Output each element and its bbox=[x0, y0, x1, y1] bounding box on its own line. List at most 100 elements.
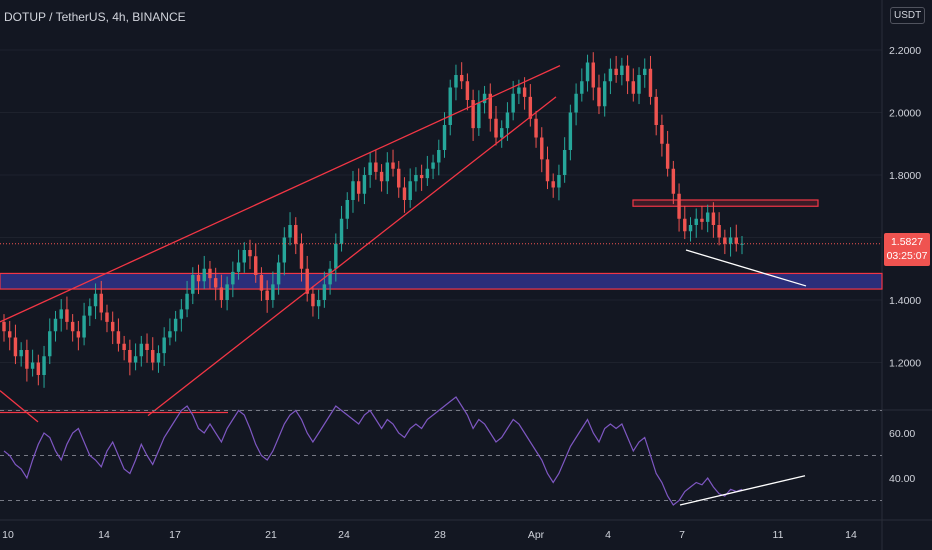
candle-body bbox=[511, 93, 515, 113]
candle-body bbox=[276, 262, 281, 285]
candle-body bbox=[637, 75, 641, 94]
candle-body bbox=[585, 62, 590, 82]
candle-body bbox=[705, 212, 710, 222]
candle-body bbox=[660, 125, 664, 144]
candle-body bbox=[477, 103, 481, 129]
candle-body bbox=[299, 243, 304, 269]
candle-body bbox=[431, 162, 435, 169]
candle-body bbox=[282, 237, 287, 263]
candle-body bbox=[494, 118, 498, 138]
candle-body bbox=[694, 218, 698, 225]
rsi-tick-label: 40.00 bbox=[889, 473, 915, 485]
price-tick-label: 1.2000 bbox=[889, 358, 921, 370]
candle-body bbox=[173, 318, 178, 332]
candle-body bbox=[30, 362, 35, 369]
candle-body bbox=[591, 62, 595, 88]
candle-body bbox=[608, 68, 613, 82]
rsi-tick-label: 60.00 bbox=[889, 428, 915, 440]
candle-body bbox=[254, 256, 258, 275]
candle-body bbox=[196, 275, 201, 282]
candle-body bbox=[213, 278, 218, 288]
candle-body bbox=[145, 343, 149, 350]
candle-body bbox=[48, 331, 52, 357]
candle-body bbox=[414, 175, 418, 182]
candle-body bbox=[580, 81, 584, 94]
candle-body bbox=[116, 331, 121, 344]
candle-body bbox=[734, 237, 738, 244]
time-tick-label: 24 bbox=[338, 529, 350, 541]
candle-body bbox=[288, 225, 292, 238]
candle-body bbox=[568, 112, 573, 150]
candle-body bbox=[93, 293, 98, 307]
candle-body bbox=[356, 181, 361, 194]
time-tick-label: 28 bbox=[434, 529, 446, 541]
candle-body bbox=[311, 293, 315, 307]
currency-label[interactable]: USDT bbox=[890, 7, 926, 24]
axes: 2.20002.00001.80001.60001.40001.200060.0… bbox=[2, 45, 921, 541]
symbol-header: DOTUP / TetherUS, 4h, BINANCE bbox=[4, 10, 186, 24]
candlestick-series bbox=[0, 52, 882, 388]
candle-body bbox=[65, 309, 69, 322]
candle-body bbox=[671, 168, 676, 194]
candle-body bbox=[454, 75, 458, 88]
candle-body bbox=[316, 300, 321, 307]
candle-body bbox=[397, 168, 401, 188]
candle-body bbox=[419, 175, 424, 179]
candle-body bbox=[425, 168, 430, 179]
time-tick-label: 11 bbox=[773, 529, 784, 541]
candle-body bbox=[242, 250, 246, 263]
price-tick-label: 1.4000 bbox=[889, 295, 921, 307]
candle-body bbox=[717, 225, 721, 238]
candle-body bbox=[13, 337, 18, 357]
candle-body bbox=[368, 162, 372, 175]
candle-body bbox=[471, 100, 475, 129]
candle-body bbox=[2, 321, 6, 332]
candle-body bbox=[42, 356, 46, 375]
candle-body bbox=[328, 268, 332, 285]
candle-body bbox=[105, 312, 109, 322]
candle-body bbox=[643, 68, 647, 75]
candle-body bbox=[156, 353, 161, 363]
candle-body bbox=[482, 93, 487, 104]
candle-body bbox=[25, 350, 29, 369]
candle-body bbox=[522, 87, 527, 97]
candle-body bbox=[59, 309, 63, 319]
candle-body bbox=[265, 290, 269, 300]
candle-body bbox=[334, 243, 338, 269]
rsi-line bbox=[3, 396, 743, 506]
last-price-value: 1.5827 bbox=[890, 236, 924, 248]
candle-body bbox=[259, 275, 264, 291]
candle-body bbox=[557, 175, 561, 188]
time-tick-label: 7 bbox=[679, 529, 685, 541]
time-tick-label: 21 bbox=[265, 529, 277, 541]
time-tick-label: 10 bbox=[2, 529, 14, 541]
candle-body bbox=[99, 293, 103, 313]
candle-body bbox=[683, 218, 687, 232]
candle-body bbox=[631, 81, 636, 94]
candle-body bbox=[82, 315, 86, 338]
candle-body bbox=[551, 181, 555, 188]
candle-body bbox=[545, 159, 550, 182]
candle-body bbox=[128, 350, 132, 363]
candle-body bbox=[36, 362, 41, 375]
candle-body bbox=[448, 87, 452, 125]
candle-body bbox=[345, 200, 349, 219]
candle-body bbox=[465, 81, 470, 100]
candle-body bbox=[168, 331, 172, 338]
candle-body bbox=[139, 343, 144, 357]
price-tick-label: 1.8000 bbox=[889, 170, 921, 182]
candle-body bbox=[648, 68, 653, 97]
last-price-tag: 1.5827 03:25:07 bbox=[884, 233, 930, 266]
candle-body bbox=[711, 212, 716, 225]
candle-body bbox=[723, 237, 727, 244]
candle-body bbox=[688, 225, 693, 232]
candle-body bbox=[677, 193, 681, 219]
candle-body bbox=[500, 128, 504, 138]
candle-body bbox=[133, 356, 138, 363]
candle-body bbox=[597, 87, 601, 107]
candle-body bbox=[625, 65, 630, 82]
candle-body bbox=[122, 343, 126, 350]
price-tick-label: 2.0000 bbox=[889, 108, 921, 120]
candle-body bbox=[534, 118, 538, 138]
